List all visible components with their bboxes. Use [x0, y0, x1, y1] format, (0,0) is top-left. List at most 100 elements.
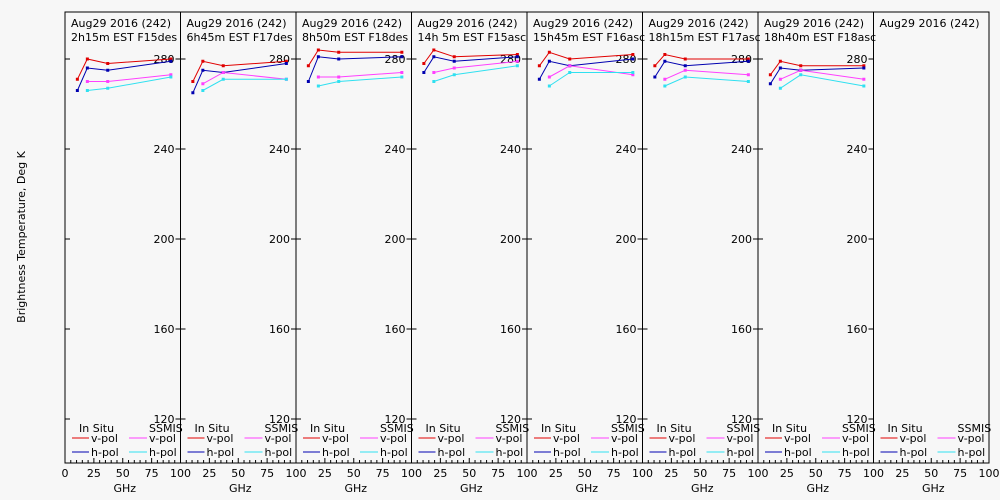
legend-ssmis-heading: SSMIS [611, 422, 645, 435]
y-tick-label: 120 [154, 413, 175, 426]
legend-label-ssmis-v-pol: v-pol [496, 432, 523, 445]
x-tick-label: 75 [607, 467, 621, 480]
x-tick-label: 25 [664, 467, 678, 480]
chart-panel-2: Aug29 2016 (242)6h45m EST F17des 120 160 20… [180, 11, 307, 495]
y-tick-label: 200 [731, 233, 752, 246]
data-point-insitu-h-pol [746, 59, 750, 63]
y-tick-label: 160 [269, 323, 290, 336]
x-tick-label: 100 [632, 467, 653, 480]
data-point-ssmis-v-pol [316, 75, 320, 79]
series-line-insitu-h-pol [538, 58, 633, 80]
data-point-insitu-v-pol [400, 50, 404, 54]
data-point-ssmis-v-pol [452, 66, 456, 70]
data-point-insitu-v-pol [169, 57, 173, 61]
series-line-ssmis-v-pol [202, 71, 287, 85]
legend-label-insitu-h-pol: h-pol [438, 446, 466, 459]
y-tick-label: 200 [616, 233, 637, 246]
series-line-insitu-v-pol [654, 53, 749, 67]
y-tick-label: 160 [731, 323, 752, 336]
panel-title: Aug29 2016 (242) [533, 17, 633, 30]
x-tick-label: 25 [87, 467, 101, 480]
data-point-ssmis-v-pol [85, 80, 89, 83]
x-tick-label: 100 [517, 467, 538, 480]
legend-label-ssmis-v-pol: v-pol [380, 432, 407, 445]
legend-label-insitu-v-pol: v-pol [900, 432, 927, 445]
legend-insitu-heading: In Situ [195, 422, 230, 435]
legend-label-insitu-h-pol: h-pol [91, 446, 119, 459]
legend-label-ssmis-h-pol: h-pol [727, 446, 755, 459]
panel-subtitle: 14h 5m EST F15asc [418, 31, 527, 44]
data-point-insitu-v-pol [799, 64, 803, 68]
legend-label-insitu-h-pol: h-pol [669, 446, 697, 459]
x-tick-label: 75 [838, 467, 852, 480]
x-tick-label: 100 [863, 467, 884, 480]
data-point-insitu-h-pol [337, 57, 341, 61]
legend-label-ssmis-v-pol: v-pol [611, 432, 638, 445]
x-axis-label: GHz [229, 482, 252, 495]
y-tick-label: 240 [731, 143, 752, 156]
data-point-ssmis-v-pol [432, 71, 436, 74]
y-tick-label: 240 [269, 143, 290, 156]
data-point-ssmis-h-pol [169, 75, 173, 79]
series-line-ssmis-h-pol [318, 76, 402, 87]
legend-label-ssmis-h-pol: h-pol [611, 446, 639, 459]
x-tick-label: 75 [953, 467, 967, 480]
x-tick-label: 50 [462, 467, 476, 480]
legend-insitu-heading: In Situ [772, 422, 807, 435]
legend-label-ssmis-h-pol: h-pol [496, 446, 524, 459]
x-tick-label: 100 [748, 467, 769, 480]
data-point-ssmis-h-pol [862, 84, 866, 88]
chart-panel-6: Aug29 2016 (242)18h15m EST F17asc 120 160 2… [642, 11, 769, 495]
data-point-insitu-v-pol [663, 53, 667, 56]
x-axis-label: GHz [460, 482, 483, 495]
data-point-insitu-h-pol [306, 80, 310, 83]
y-tick-label: 240 [616, 143, 637, 156]
legend-insitu-heading: In Situ [426, 422, 461, 435]
series-line-insitu-h-pol [769, 67, 864, 85]
data-point-insitu-v-pol [683, 57, 687, 61]
data-point-ssmis-h-pol [337, 80, 341, 83]
legend-label-ssmis-v-pol: v-pol [842, 432, 869, 445]
data-point-insitu-v-pol [547, 50, 551, 54]
data-point-insitu-v-pol [452, 55, 456, 59]
data-point-ssmis-h-pol [746, 80, 750, 83]
data-point-insitu-v-pol [284, 59, 288, 63]
data-point-insitu-v-pol [85, 57, 89, 61]
data-point-insitu-h-pol [201, 68, 205, 72]
x-tick-label: 50 [693, 467, 707, 480]
y-tick-label: 240 [385, 143, 406, 156]
chart-panel-3: Aug29 2016 (242)8h50m EST F18des 120 160 20… [295, 11, 422, 495]
panel-subtitle: 2h15m EST F15des [71, 31, 177, 44]
data-point-insitu-v-pol [106, 62, 110, 65]
y-tick-label: 120 [616, 413, 637, 426]
series-line-ssmis-h-pol [780, 74, 864, 89]
data-point-ssmis-h-pol [568, 71, 572, 74]
legend-insitu-heading: In Situ [79, 422, 114, 435]
legend-ssmis-heading: SSMIS [496, 422, 530, 435]
x-tick-label: 25 [202, 467, 216, 480]
y-tick-label: 200 [385, 233, 406, 246]
data-point-ssmis-h-pol [201, 89, 205, 92]
series-line-ssmis-v-pol [549, 65, 633, 78]
data-point-ssmis-v-pol [400, 71, 404, 74]
legend-label-ssmis-v-pol: v-pol [149, 432, 176, 445]
y-tick-label: 280 [269, 53, 290, 66]
data-point-ssmis-h-pol [284, 77, 288, 81]
data-point-ssmis-h-pol [799, 73, 803, 77]
series-line-insitu-h-pol [423, 56, 518, 73]
series-line-ssmis-v-pol [87, 74, 171, 82]
x-axis-label: GHz [575, 482, 598, 495]
panel-subtitle: 18h40m EST F18asc [764, 31, 876, 44]
x-tick-label: 100 [401, 467, 422, 480]
data-point-ssmis-v-pol [337, 75, 341, 79]
data-point-insitu-h-pol [631, 57, 635, 61]
x-tick-label: 50 [116, 467, 130, 480]
data-point-ssmis-v-pol [169, 73, 173, 77]
legend-insitu-heading: In Situ [888, 422, 923, 435]
x-tick-label: 100 [979, 467, 1000, 480]
x-tick-label: 75 [491, 467, 505, 480]
panel-title: Aug29 2016 (242) [649, 17, 749, 30]
series-line-ssmis-v-pol [318, 72, 402, 78]
